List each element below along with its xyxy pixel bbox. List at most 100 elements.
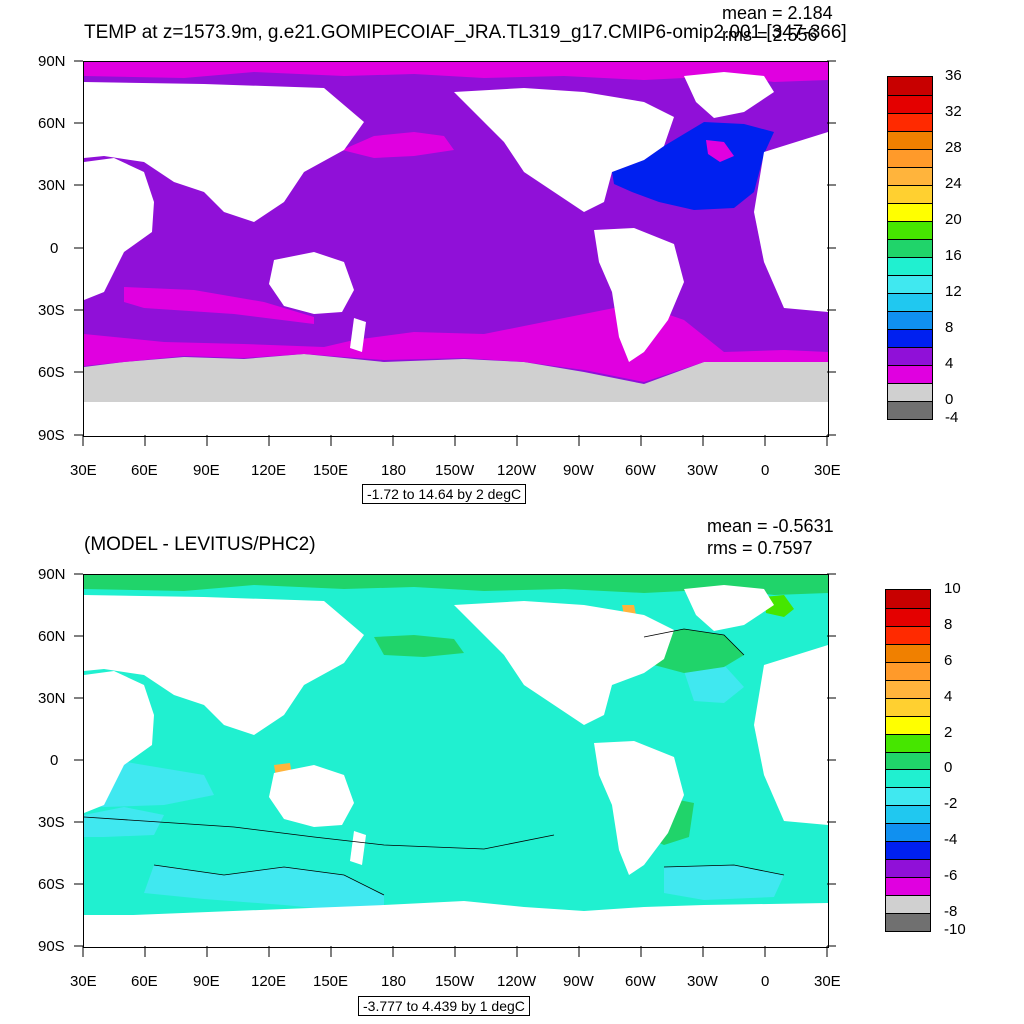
colorbar-label: 2 bbox=[944, 723, 953, 741]
colorbar-cell bbox=[888, 311, 932, 329]
colorbar-cell bbox=[888, 365, 932, 383]
bottom-lon-label: 30E bbox=[814, 973, 841, 990]
top-lon-label: 150W bbox=[435, 462, 475, 479]
bottom-colorbar bbox=[885, 589, 931, 932]
bottom-mean-text: mean = -0.5631 bbox=[707, 516, 834, 536]
bottom-range-label: -3.777 to 4.439 by 1 degC bbox=[358, 996, 530, 1016]
colorbar-cell bbox=[888, 167, 932, 185]
bottom-map bbox=[83, 574, 829, 948]
top-panel-title: TEMP at z=1573.9m, g.e21.GOMIPECOIAF_JRA… bbox=[84, 22, 847, 43]
colorbar-label: 32 bbox=[945, 103, 962, 120]
colorbar-cell bbox=[888, 149, 932, 167]
colorbar-cell bbox=[886, 787, 930, 806]
colorbar-cell bbox=[886, 805, 930, 824]
colorbar-cell bbox=[886, 751, 930, 770]
top-rms-text: rms = 2.556 bbox=[722, 25, 818, 45]
bottom-lat-label: 60S bbox=[38, 876, 65, 893]
top-lon-label: 180 bbox=[381, 462, 407, 479]
top-lon-label: 150E bbox=[313, 462, 349, 479]
colorbar-label: 8 bbox=[944, 615, 953, 633]
top-lon-label: 30E bbox=[70, 462, 97, 479]
colorbar-label: 28 bbox=[945, 139, 962, 156]
bottom-lat-label: 30S bbox=[38, 814, 65, 831]
top-lat-label: 30N bbox=[38, 177, 66, 194]
top-lat-label: 30S bbox=[38, 302, 65, 319]
bottom-lon-label: 180 bbox=[381, 973, 407, 990]
colorbar-label: -2 bbox=[944, 795, 958, 813]
colorbar-cell bbox=[888, 77, 932, 95]
bottom-lon-label: 0 bbox=[761, 973, 770, 990]
bottom-lon-label: 60W bbox=[625, 973, 656, 990]
top-map bbox=[83, 61, 829, 437]
bottom-map-field bbox=[84, 575, 828, 947]
colorbar-label: -10 bbox=[944, 921, 966, 938]
colorbar-cell bbox=[888, 131, 932, 149]
top-lon-label: 30W bbox=[687, 462, 718, 479]
bottom-lon-label: 120E bbox=[251, 973, 287, 990]
colorbar-cell bbox=[886, 769, 930, 788]
colorbar-cell bbox=[886, 607, 930, 626]
colorbar-label: 8 bbox=[945, 319, 954, 336]
top-lon-label: 90E bbox=[193, 462, 220, 479]
colorbar-cell bbox=[886, 877, 930, 896]
colorbar-cell bbox=[888, 113, 932, 131]
bottom-lon-label: 90E bbox=[193, 973, 220, 990]
colorbar-label: 4 bbox=[944, 687, 953, 705]
colorbar-cell bbox=[886, 590, 930, 608]
colorbar-label: -4 bbox=[945, 409, 959, 426]
bottom-lat-label: 30N bbox=[38, 690, 66, 707]
bottom-lat-label: 60N bbox=[38, 628, 66, 645]
top-lat-label: 60S bbox=[38, 364, 65, 381]
colorbar-cell bbox=[888, 347, 932, 365]
colorbar-label: 36 bbox=[945, 67, 962, 84]
bottom-rms-text: rms = 0.7597 bbox=[707, 538, 813, 558]
colorbar-cell bbox=[886, 733, 930, 752]
top-lon-label: 0 bbox=[761, 462, 770, 479]
top-lon-label: 30E bbox=[814, 462, 841, 479]
top-lon-label: 60E bbox=[131, 462, 158, 479]
top-lon-label: 120E bbox=[251, 462, 287, 479]
colorbar-label: -6 bbox=[944, 867, 958, 885]
top-lat-label: 90N bbox=[38, 53, 66, 70]
top-lat-label: 60N bbox=[38, 115, 66, 132]
colorbar-cell bbox=[886, 841, 930, 860]
colorbar-label: 20 bbox=[945, 211, 962, 228]
colorbar-cell bbox=[888, 221, 932, 239]
top-map-field bbox=[84, 62, 828, 436]
top-range-label: -1.72 to 14.64 by 2 degC bbox=[362, 484, 527, 504]
bottom-lon-label: 60E bbox=[131, 973, 158, 990]
colorbar-cell bbox=[886, 859, 930, 878]
colorbar-cell bbox=[888, 185, 932, 203]
colorbar-cell bbox=[888, 383, 932, 401]
top-lon-label: 90W bbox=[563, 462, 594, 479]
colorbar-cell bbox=[888, 203, 932, 221]
colorbar-cell bbox=[888, 401, 932, 419]
colorbar-cell bbox=[888, 239, 932, 257]
bottom-lon-label: 120W bbox=[497, 973, 537, 990]
colorbar-label: 24 bbox=[945, 175, 962, 192]
bottom-panel-title: (MODEL - LEVITUS/PHC2) bbox=[84, 534, 316, 555]
colorbar-cell bbox=[886, 823, 930, 842]
colorbar-label: -4 bbox=[944, 831, 958, 849]
colorbar-cell bbox=[888, 95, 932, 113]
colorbar-label: 0 bbox=[945, 391, 954, 408]
colorbar-cell bbox=[888, 275, 932, 293]
colorbar-cell bbox=[888, 257, 932, 275]
bottom-lon-label: 30E bbox=[70, 973, 97, 990]
bottom-lon-label: 90W bbox=[563, 973, 594, 990]
colorbar-label: 6 bbox=[944, 651, 953, 669]
top-lon-label: 120W bbox=[497, 462, 537, 479]
colorbar-cell bbox=[886, 697, 930, 716]
colorbar-label: 0 bbox=[944, 759, 953, 777]
colorbar-cell bbox=[886, 715, 930, 734]
colorbar-cell bbox=[886, 913, 930, 931]
top-mean-text: mean = 2.184 bbox=[722, 3, 833, 23]
bottom-lat-label: 90N bbox=[38, 566, 66, 583]
top-axes bbox=[0, 0, 1024, 500]
colorbar-cell bbox=[888, 329, 932, 347]
bottom-lat-label: 0 bbox=[50, 752, 59, 769]
colorbar-label: 16 bbox=[945, 247, 962, 264]
top-lon-label: 60W bbox=[625, 462, 656, 479]
colorbar-label: 10 bbox=[944, 580, 961, 597]
colorbar-label: 4 bbox=[945, 355, 954, 372]
